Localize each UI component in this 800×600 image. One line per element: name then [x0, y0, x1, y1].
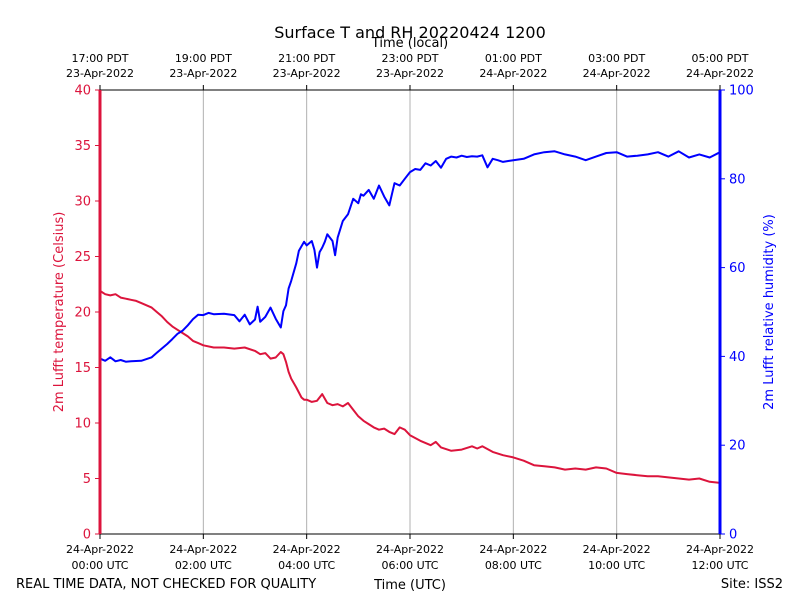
- x-top-tick-label-time: 19:00 PDT: [175, 52, 232, 65]
- x-bottom-tick-label-time: 06:00 UTC: [381, 559, 438, 572]
- y-left-tick-label: 10: [74, 417, 91, 432]
- x-bottom-tick-label-date: 24-Apr-2022: [479, 543, 547, 556]
- x-top-tick-label-date: 23-Apr-2022: [376, 67, 444, 80]
- x-bottom-tick-label-date: 24-Apr-2022: [376, 543, 444, 556]
- x-bottom-tick-label-time: 10:00 UTC: [588, 559, 645, 572]
- x-bottom-tick-label-date: 24-Apr-2022: [273, 543, 341, 556]
- y-right-tick-label: 60: [729, 261, 746, 276]
- x-top-tick-label-time: 21:00 PDT: [278, 52, 335, 65]
- y-left-tick-label: 25: [74, 250, 91, 265]
- x-bottom-tick-label-time: 08:00 UTC: [485, 559, 542, 572]
- y-right-tick-label: 0: [729, 528, 737, 543]
- x-top-tick-label-date: 23-Apr-2022: [273, 67, 341, 80]
- x-top-tick-label-time: 05:00 PDT: [691, 52, 748, 65]
- x-bottom-tick-label-date: 24-Apr-2022: [686, 543, 754, 556]
- x-bottom-tick-label-time: 00:00 UTC: [71, 559, 128, 572]
- plot-series: [99, 150, 721, 484]
- x-bottom-tick-label-date: 24-Apr-2022: [169, 543, 237, 556]
- left-axis-label: 2m Lufft temperature (Celsius): [52, 212, 67, 413]
- quality-note: REAL TIME DATA, NOT CHECKED FOR QUALITY: [16, 577, 316, 592]
- x-top-tick-label-date: 24-Apr-2022: [583, 67, 651, 80]
- right-axis-label: 2m Lufft relative humidity (%): [762, 214, 777, 410]
- y-right-tick-label: 20: [729, 439, 746, 454]
- humidity-line: [99, 150, 721, 363]
- top-axis-label: Time (local): [371, 36, 448, 51]
- x-bottom-tick-label-time: 02:00 UTC: [175, 559, 232, 572]
- y-left-tick-label: 15: [74, 361, 91, 376]
- y-left-tick-label: 40: [74, 84, 91, 99]
- y-right-tick-label: 100: [729, 84, 754, 99]
- y-left-tick-label: 5: [83, 472, 91, 487]
- y-left-tick-label: 0: [83, 528, 91, 543]
- axes: 0 5 10 15 20 25 30 35 40 0 20 40 60 80 100 24-Apr-2022 0…: [66, 52, 754, 572]
- x-top-tick-label-time: 23:00 PDT: [381, 52, 438, 65]
- x-bottom-tick-label-time: 04:00 UTC: [278, 559, 335, 572]
- y-right-tick-label: 80: [729, 172, 746, 187]
- chart-title: Surface T and RH 20220424 1200: [274, 23, 546, 42]
- x-bottom-tick-label-date: 24-Apr-2022: [583, 543, 651, 556]
- x-axis-label: Time (UTC): [373, 578, 446, 593]
- x-top-tick-label-date: 23-Apr-2022: [66, 67, 134, 80]
- y-left-tick-label: 30: [74, 195, 91, 210]
- x-top-tick-label-time: 17:00 PDT: [71, 52, 128, 65]
- x-bottom-tick-label-time: 12:00 UTC: [691, 559, 748, 572]
- grid-lines: [202, 90, 618, 534]
- x-top-tick-label-time: 03:00 PDT: [588, 52, 645, 65]
- y-left-tick-label: 35: [74, 139, 91, 154]
- x-top-tick-label-date: 24-Apr-2022: [686, 67, 754, 80]
- y-right-tick-label: 40: [729, 350, 746, 365]
- x-bottom-tick-label-date: 24-Apr-2022: [66, 543, 134, 556]
- site-label: Site: ISS2: [721, 577, 783, 592]
- x-top-tick-label-date: 23-Apr-2022: [169, 67, 237, 80]
- temperature-line: [99, 290, 721, 484]
- x-top-tick-label-date: 24-Apr-2022: [479, 67, 547, 80]
- y-left-tick-label: 20: [74, 306, 91, 321]
- x-top-tick-label-time: 01:00 PDT: [485, 52, 542, 65]
